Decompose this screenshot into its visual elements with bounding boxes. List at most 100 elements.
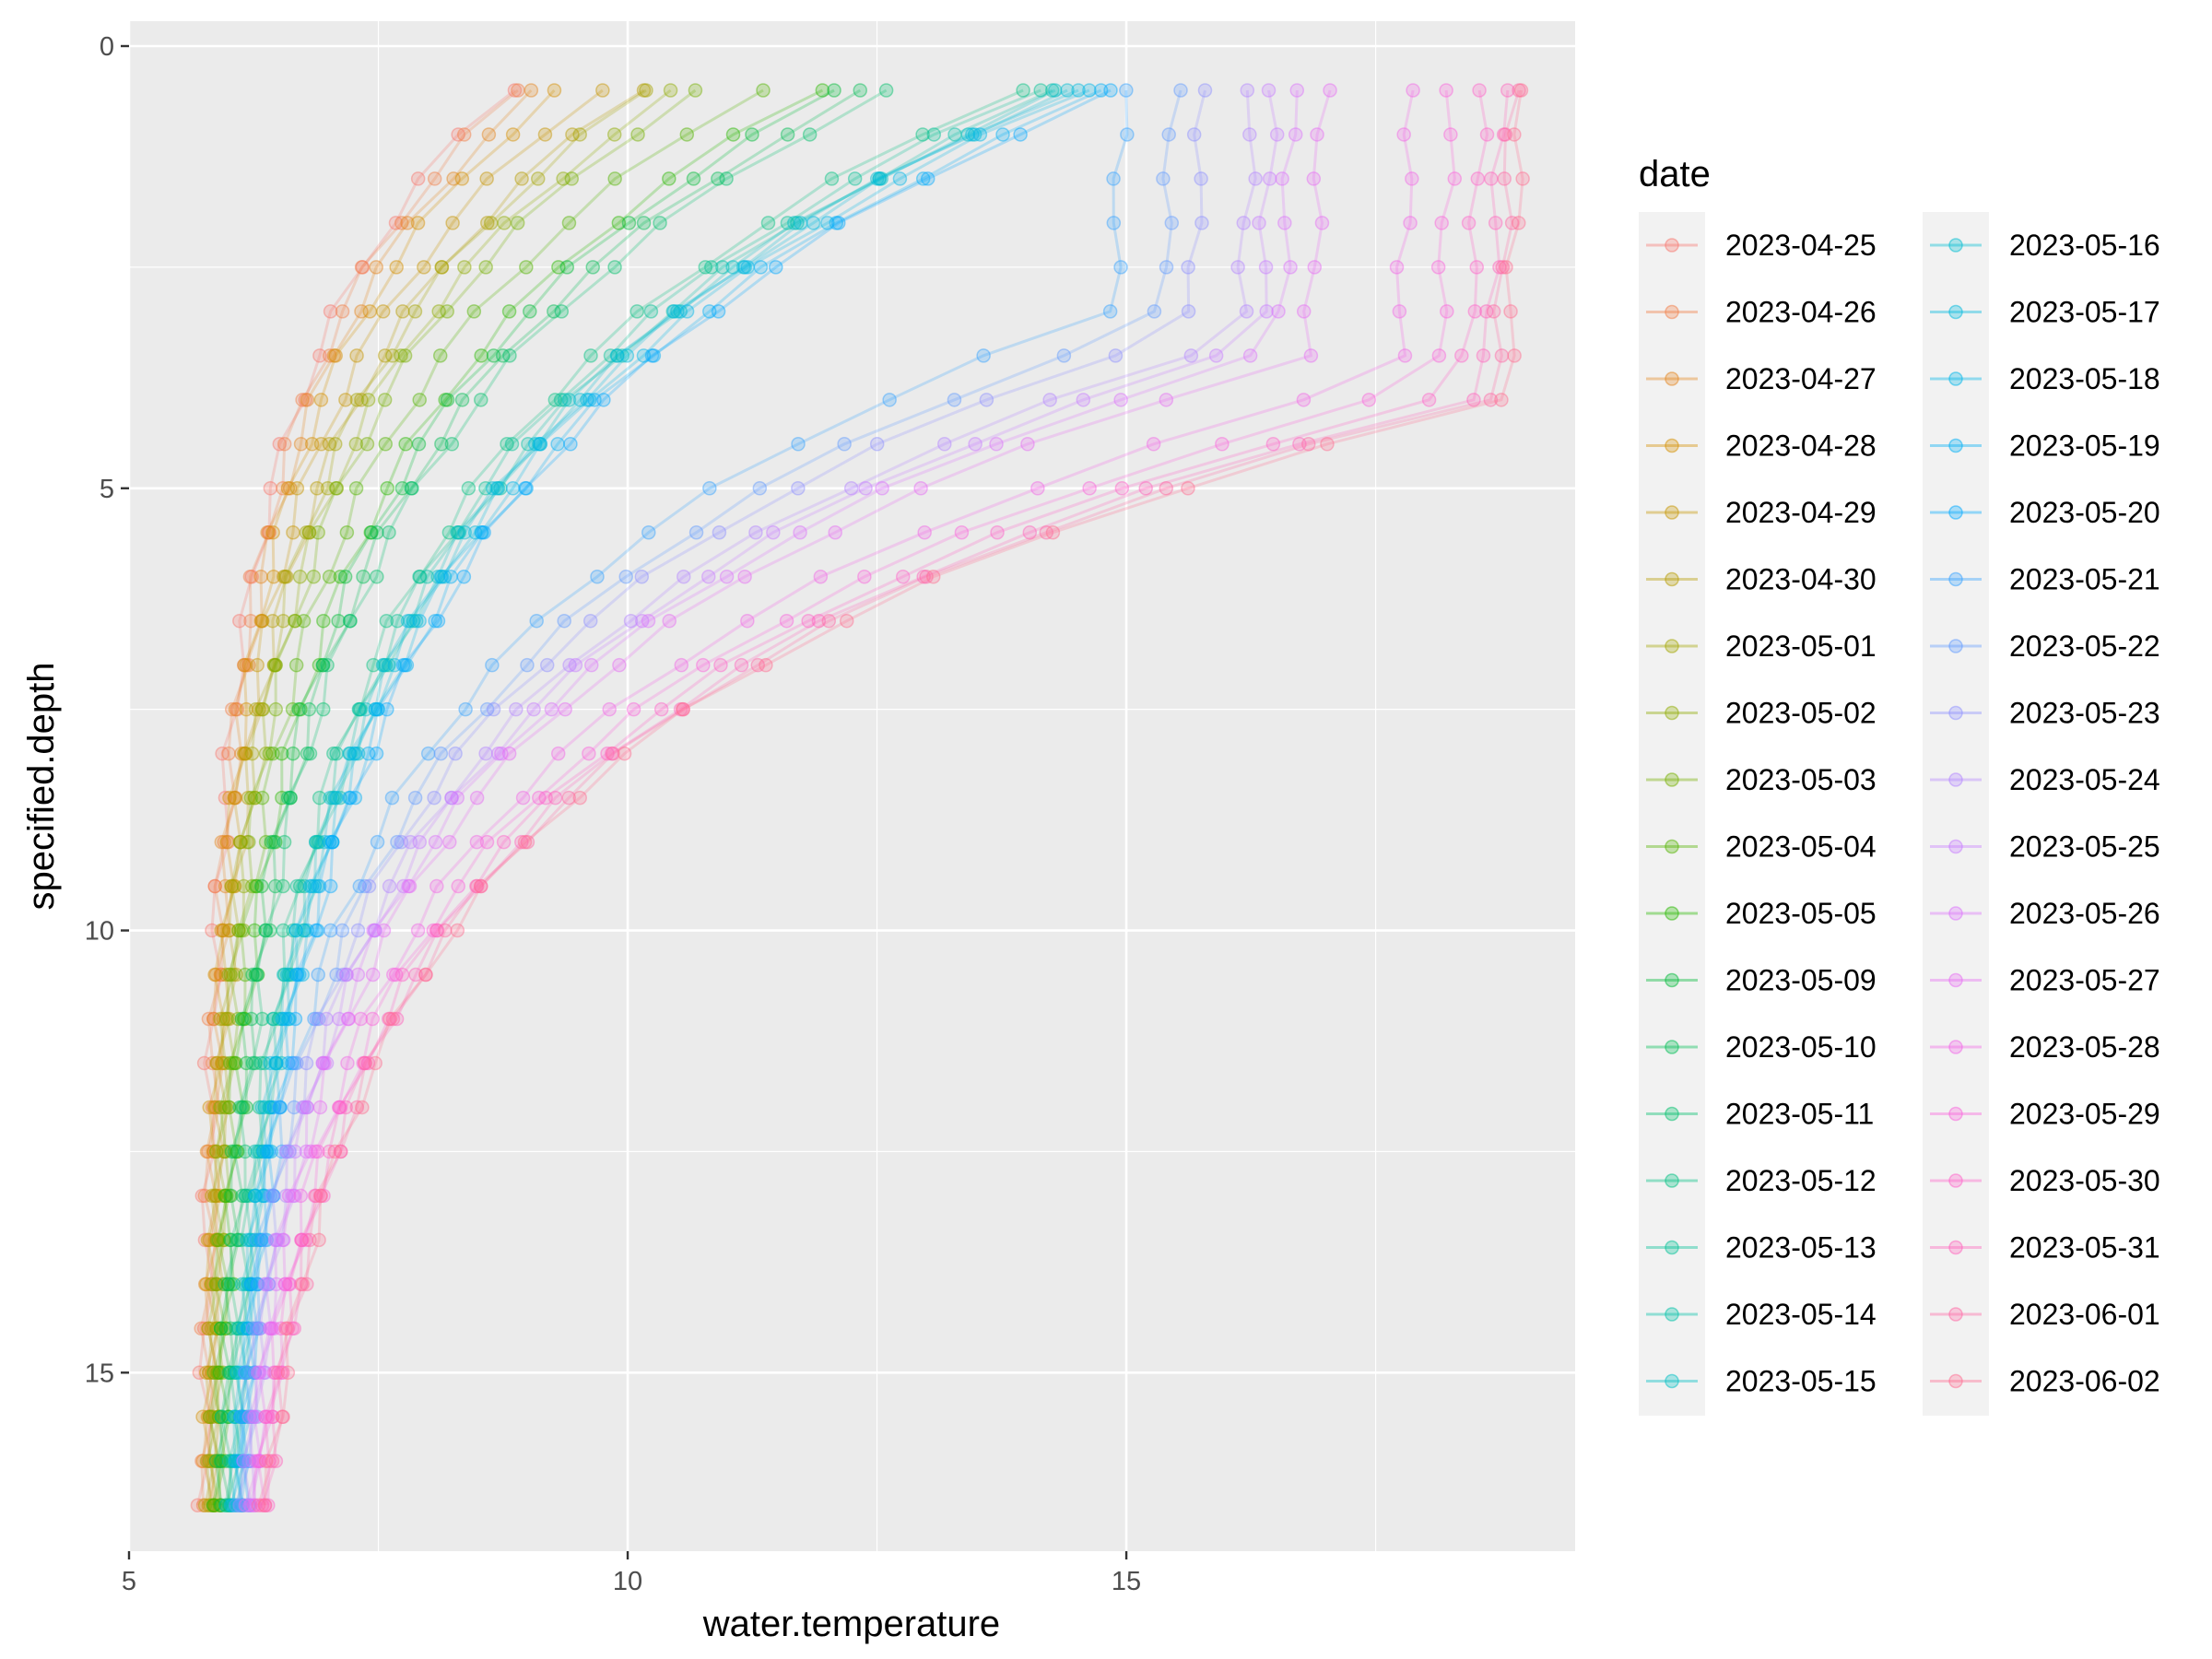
data-point [580,393,594,407]
data-point [361,878,377,894]
data-point [265,1188,280,1204]
data-point [420,746,436,761]
data-point [688,524,704,540]
legend-item: 2023-05-25 [1930,830,2160,864]
data-point [316,1188,331,1204]
data-point [208,1232,224,1248]
data-point [258,1409,273,1425]
data-point [227,1409,241,1425]
data-point [210,1055,225,1071]
data-point [276,878,290,894]
data-point [968,437,982,452]
data-point [715,260,730,275]
data-point [403,613,418,629]
data-point [328,481,344,496]
data-point [520,834,535,850]
data-point [242,1498,257,1512]
legend-key-point [1665,772,1679,787]
data-point [1306,171,1322,186]
data-point [307,1011,322,1027]
data-point [390,834,405,850]
series-line [234,88,1102,1506]
data-point [348,481,364,496]
data-point [561,216,577,230]
data-point [288,613,302,629]
data-point [478,481,493,496]
data-point [257,1232,272,1248]
data-point [619,348,635,363]
data-point [252,1365,267,1381]
data-point [316,613,331,629]
data-point [801,613,816,629]
data-point [333,1144,348,1159]
data-point [547,304,561,319]
data-point [960,127,976,142]
data-point [312,1232,326,1248]
data-point [256,1144,271,1159]
data-point [270,1365,286,1381]
data-point [587,393,602,407]
data-point [410,216,426,230]
data-point [474,524,488,540]
data-point [466,304,482,319]
data-point [360,1055,376,1071]
data-point [477,524,491,540]
data-point [265,1011,281,1027]
data-point [469,834,485,850]
data-point [505,127,521,142]
data-point [228,1498,242,1512]
data-point [748,524,763,540]
data-point [207,1498,222,1512]
data-point [198,1365,214,1381]
data-point [1406,83,1420,98]
data-point [277,1277,292,1292]
data-point [360,393,376,407]
data-point [243,1232,259,1248]
data-point [341,1011,357,1027]
data-point [405,481,419,496]
data-point [370,701,385,717]
data-point [915,171,931,186]
data-point [759,657,773,673]
data-point [293,437,309,452]
data-point [711,171,725,186]
data-point [434,260,450,275]
legend-label: 2023-05-29 [2009,1098,2160,1131]
data-point [322,1144,337,1159]
data-point [553,393,569,407]
data-point [216,923,231,938]
data-point [268,1277,284,1292]
data-point [340,1055,355,1071]
data-point [313,1188,329,1204]
data-point [209,1144,224,1159]
data-point [323,304,338,319]
data-point [815,83,830,98]
series-line [207,88,672,1506]
data-point [397,657,413,673]
data-point [523,304,537,319]
data-point [212,1453,227,1469]
data-point [1173,83,1188,98]
data-point [247,1365,263,1381]
data-point [790,216,805,230]
data-point [238,1144,253,1159]
series-line [234,89,1182,1506]
data-point [322,348,337,363]
legend-label: 2023-05-18 [2009,362,2160,395]
data-point [261,1277,276,1292]
data-point [1283,260,1298,275]
series-line [248,89,1299,1506]
series-2023-05-22 [229,83,1188,1512]
data-point [869,437,885,452]
data-point [250,1277,265,1292]
legend-label: 2023-05-03 [1725,763,1877,796]
data-point [245,1321,260,1336]
data-point [200,1409,216,1425]
data-point [202,1409,218,1425]
data-point [520,657,535,673]
legend-items: 2023-04-25 2023-04-26 2023-04-27 2023-04-28… [1646,229,2160,1398]
data-point [322,569,337,584]
data-point [229,1321,244,1336]
data-point [299,1055,314,1071]
data-point [1496,127,1512,142]
